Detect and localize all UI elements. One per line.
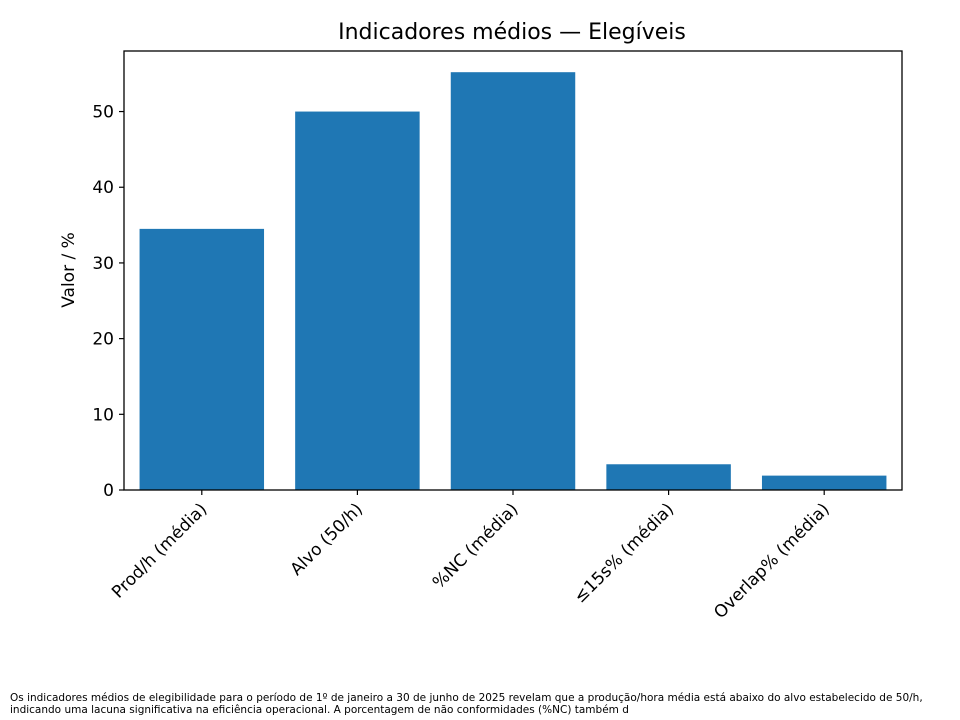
y-tick-label: 10	[92, 405, 114, 425]
x-tick-label: Prod/h (média)	[108, 499, 211, 602]
x-tick-label: %NC (média)	[429, 499, 523, 593]
y-axis-label: Valor / %	[59, 232, 79, 308]
bar-4	[761, 475, 887, 490]
bar-3	[606, 464, 731, 490]
x-tick-label: Overlap% (média)	[710, 499, 833, 622]
plot-frame	[123, 50, 903, 491]
y-tick-label: 0	[103, 481, 114, 501]
y-tick-label: 20	[92, 330, 114, 350]
x-tick-label: Alvo (50/h)	[287, 499, 367, 579]
y-tick-label: 50	[92, 103, 114, 123]
bar-chart: Indicadores médios — Elegíveis Valor / %…	[59, 20, 903, 623]
bar-0	[139, 228, 265, 490]
x-tick-label: ≤15s% (média)	[570, 499, 678, 607]
y-tick-label: 40	[92, 178, 114, 198]
caption-text: Os indicadores médios de elegibilidade p…	[10, 692, 923, 716]
bar-2	[450, 72, 576, 490]
chart-title: Indicadores médios — Elegíveis	[338, 20, 686, 45]
y-tick-label: 30	[92, 254, 114, 274]
bar-1	[295, 111, 420, 490]
